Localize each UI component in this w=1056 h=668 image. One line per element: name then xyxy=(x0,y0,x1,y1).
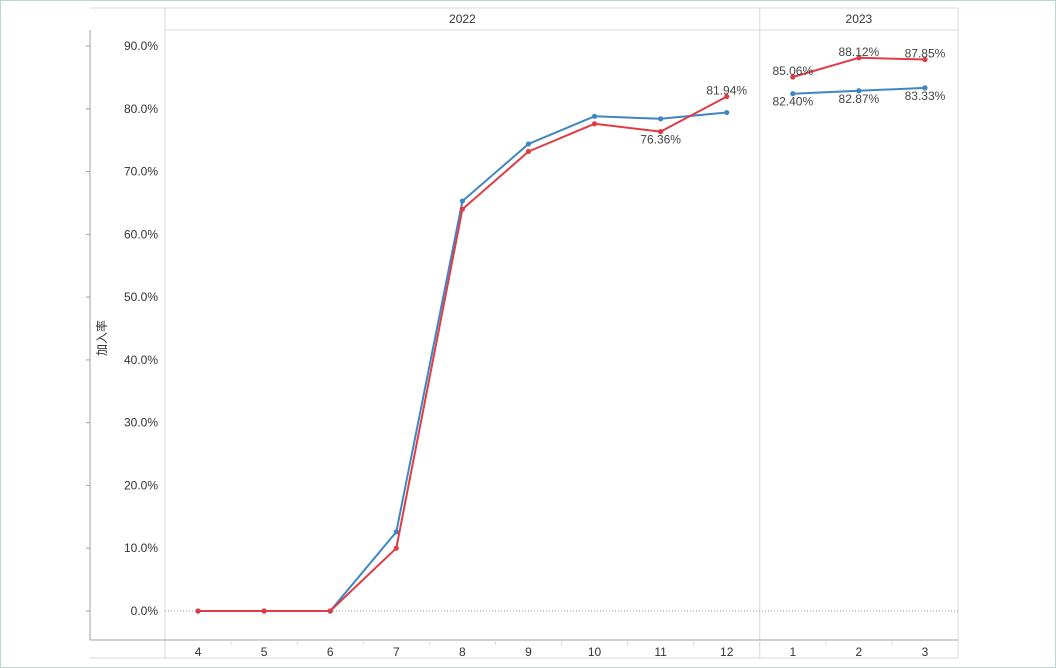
x-tick-label: 4 xyxy=(195,645,202,659)
data-labels: 82.40% 82.87% 83.33% 76.36% 81.94% 85.06% 88.1… xyxy=(640,45,945,147)
x-tick-label: 11 xyxy=(654,645,667,659)
x-tick-label: 12 xyxy=(720,645,734,659)
y-tick-label: 70.0% xyxy=(124,165,158,179)
series-1-point xyxy=(790,91,796,97)
x-tick-label: 9 xyxy=(525,645,532,659)
y-tick-label: 60.0% xyxy=(124,227,158,241)
y-axis: 0.0% 10.0% 20.0% 30.0% 40.0% 50.0% 60.0% 70.0% 8… xyxy=(86,30,158,640)
x-tick-label: 5 xyxy=(261,645,268,659)
series-1-point xyxy=(393,529,399,535)
series-2-point xyxy=(790,74,796,80)
series-area xyxy=(195,55,928,614)
series-2-point xyxy=(856,55,862,61)
chart-structure xyxy=(90,7,959,659)
series-2-point xyxy=(591,121,598,127)
data-label: 82.87% xyxy=(839,92,880,106)
series-2-point xyxy=(658,129,664,135)
series-2-line xyxy=(198,95,728,612)
y-axis-label: 加入率 xyxy=(94,320,109,356)
y-tick-label: 0.0% xyxy=(131,604,159,618)
data-label: 82.40% xyxy=(772,95,813,109)
series-2-point xyxy=(525,148,532,155)
series-1-point xyxy=(724,109,730,116)
year-label: 2022 xyxy=(449,12,476,26)
series-1-point xyxy=(591,113,598,119)
series-2-point xyxy=(724,93,730,100)
x-tick-label: 2 xyxy=(856,645,863,659)
data-label: 83.33% xyxy=(905,89,946,103)
series-1-point xyxy=(658,116,664,122)
x-axis: 4 5 6 7 8 9 10 11 12 1 2 3 xyxy=(195,640,929,659)
series-2-point xyxy=(195,608,201,614)
y-tick-label: 30.0% xyxy=(124,416,158,430)
data-label: 88.12% xyxy=(839,45,880,59)
x-tick-label: 1 xyxy=(789,645,796,659)
y-tick-label: 10.0% xyxy=(124,541,158,555)
series-2-point xyxy=(459,206,465,212)
series-1-point xyxy=(856,88,862,94)
series-1-point xyxy=(459,198,465,204)
x-tick-label: 3 xyxy=(922,645,929,659)
series-1-line xyxy=(198,111,727,612)
x-tick-label: 8 xyxy=(459,645,466,659)
series-2-point xyxy=(261,608,267,614)
y-tick-label: 80.0% xyxy=(124,102,158,116)
data-label: 87.85% xyxy=(905,46,946,60)
data-label: 81.94% xyxy=(706,84,747,98)
year-label: 2023 xyxy=(846,12,873,26)
series-1-point xyxy=(525,141,532,147)
data-label: 85.06% xyxy=(772,64,813,78)
x-tick-label: 7 xyxy=(393,645,400,659)
y-tick-label: 20.0% xyxy=(124,478,158,492)
series-1-point xyxy=(922,85,928,91)
series-2-point xyxy=(922,56,928,63)
series-2-point xyxy=(327,608,333,614)
y-tick-label: 40.0% xyxy=(124,353,158,367)
x-tick-label: 10 xyxy=(588,645,602,659)
x-tick-label: 6 xyxy=(327,645,334,659)
data-label: 76.36% xyxy=(640,133,681,147)
year-header: 2022 2023 xyxy=(449,12,873,26)
y-tick-label: 50.0% xyxy=(124,290,158,304)
series-2-point xyxy=(393,545,399,551)
y-tick-label: 90.0% xyxy=(124,39,158,53)
